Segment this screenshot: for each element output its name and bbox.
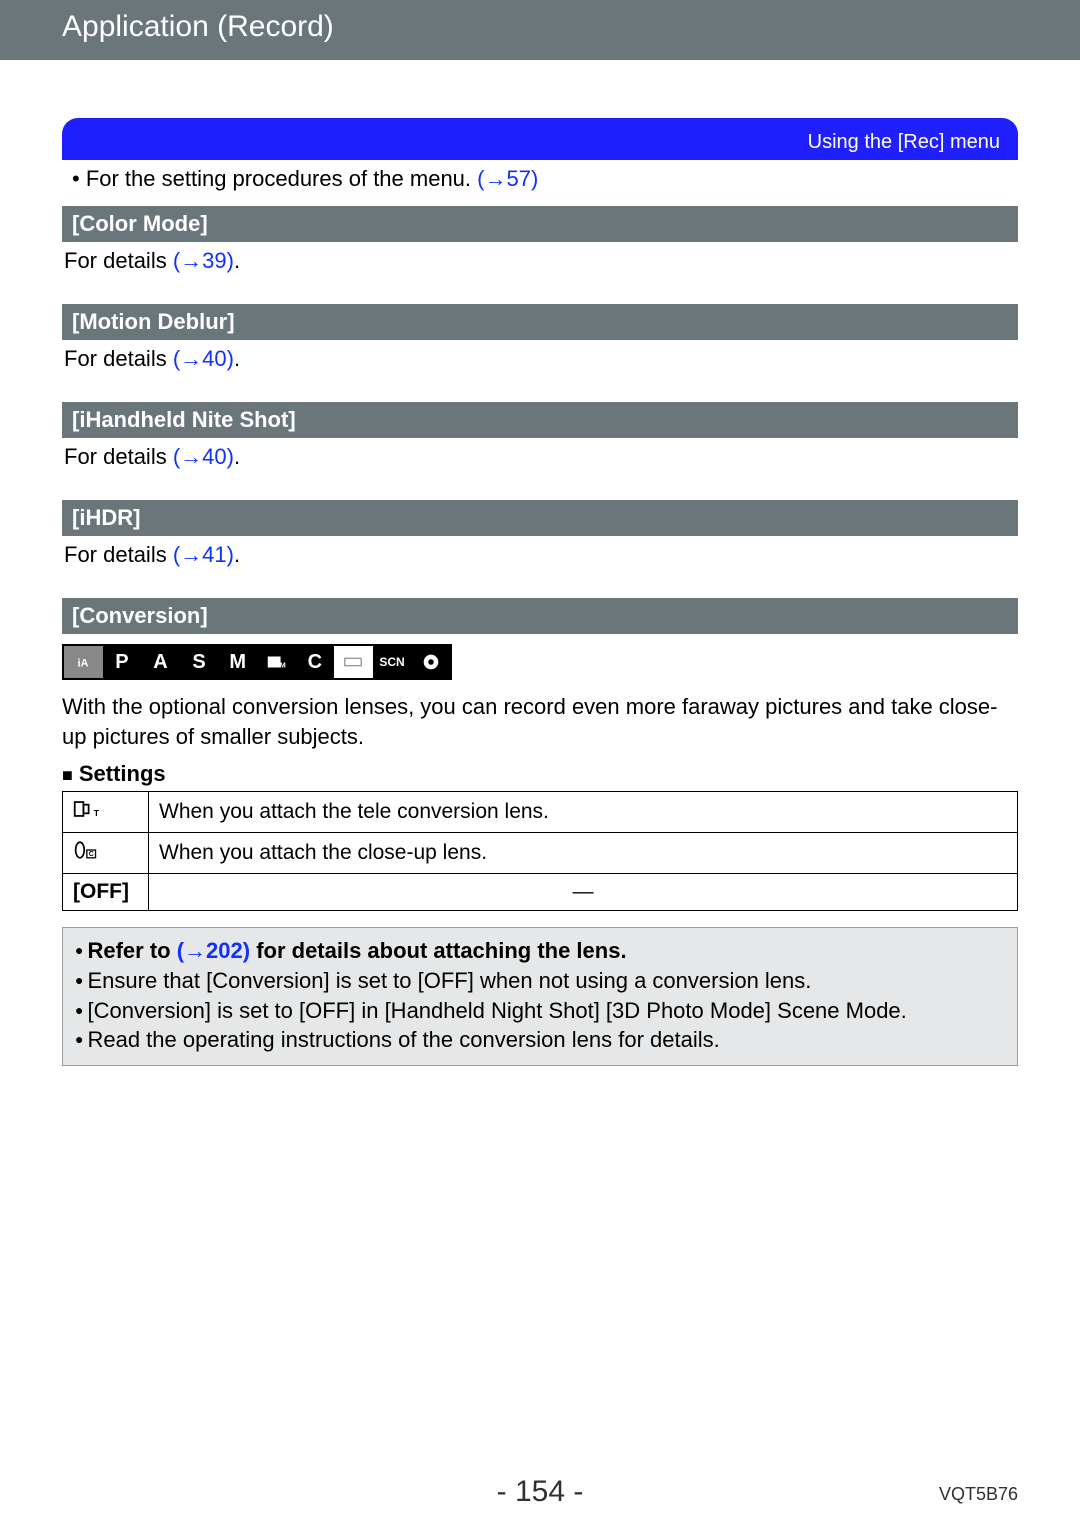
detail-text: For details xyxy=(64,542,173,567)
page-number: - 154 - xyxy=(0,1475,1080,1509)
bullet-icon: ● xyxy=(75,972,83,988)
note-text: [Conversion] is set to [OFF] in [Handhel… xyxy=(87,998,906,1023)
period: . xyxy=(234,444,240,469)
detail-link[interactable]: (→40) xyxy=(173,444,234,469)
svg-text:M: M xyxy=(280,661,286,670)
off-label: [OFF] xyxy=(63,874,149,911)
svg-text:T: T xyxy=(94,808,99,818)
period: . xyxy=(234,248,240,273)
tele-lens-icon: T xyxy=(63,792,149,833)
conversion-description: With the optional conversion lenses, you… xyxy=(62,692,1018,751)
mode-m: M xyxy=(218,646,257,678)
mode-dial-row: iA P A S M M C SCN xyxy=(62,644,452,680)
detail-text: For details xyxy=(64,346,173,371)
detail-text: For details xyxy=(64,248,173,273)
section-heading-ihandheld: [iHandheld Nite Shot] xyxy=(62,402,1018,438)
mode-a: A xyxy=(141,646,180,678)
note-text: for details about attaching the lens. xyxy=(250,938,627,963)
bullet-icon: ● xyxy=(75,1002,83,1018)
mode-movie-icon: M xyxy=(257,646,296,678)
svg-text:C: C xyxy=(89,851,94,858)
section-body-ihdr: For details (→41). xyxy=(62,536,1018,594)
mode-ia-icon: iA xyxy=(64,646,103,678)
section-heading-color-mode: [Color Mode] xyxy=(62,206,1018,242)
bullet-icon: ● xyxy=(75,1031,83,1047)
note-line: ●[Conversion] is set to [OFF] in [Handhe… xyxy=(75,996,1005,1026)
section-banner: Using the [Rec] menu xyxy=(62,118,1018,160)
section-body-motion-deblur: For details (→40). xyxy=(62,340,1018,398)
section-heading-ihdr: [iHDR] xyxy=(62,500,1018,536)
detail-link[interactable]: (→39) xyxy=(173,248,234,273)
section-heading-motion-deblur: [Motion Deblur] xyxy=(62,304,1018,340)
detail-text: For details xyxy=(64,444,173,469)
section-body-ihandheld: For details (→40). xyxy=(62,438,1018,496)
page-content: Using the [Rec] menu • For the setting p… xyxy=(0,60,1080,1066)
intro-text: • For the setting procedures of the menu… xyxy=(72,166,477,191)
mode-p: P xyxy=(103,646,142,678)
closeup-lens-icon: C xyxy=(63,833,149,874)
mode-panorama-icon xyxy=(334,646,373,678)
page-title: Application (Record) xyxy=(62,10,334,43)
table-row: T When you attach the tele conversion le… xyxy=(63,792,1018,833)
banner-label: Using the [Rec] menu xyxy=(808,131,1000,154)
intro-link[interactable]: (→57) xyxy=(477,166,538,191)
note-text: Ensure that [Conversion] is set to [OFF]… xyxy=(87,968,811,993)
note-link[interactable]: (→202) xyxy=(177,938,250,963)
mode-c: C xyxy=(296,646,335,678)
settings-label-text: Settings xyxy=(79,761,166,786)
note-line: ●Refer to (→202) for details about attac… xyxy=(75,936,1005,966)
svg-text:iA: iA xyxy=(78,658,89,670)
section-body-color-mode: For details (→39). xyxy=(62,242,1018,300)
detail-link[interactable]: (→41) xyxy=(173,542,234,567)
table-cell: When you attach the close-up lens. xyxy=(149,833,1018,874)
mode-art-icon xyxy=(411,646,450,678)
table-cell: When you attach the tele conversion lens… xyxy=(149,792,1018,833)
square-bullet-icon: ■ xyxy=(62,765,73,785)
note-line: ●Ensure that [Conversion] is set to [OFF… xyxy=(75,966,1005,996)
mode-scn: SCN xyxy=(373,646,412,678)
section-heading-conversion: [Conversion] xyxy=(62,598,1018,634)
settings-heading: ■ Settings xyxy=(62,761,1018,787)
settings-table: T When you attach the tele conversion le… xyxy=(62,791,1018,911)
detail-link[interactable]: (→40) xyxy=(173,346,234,371)
notes-box: ●Refer to (→202) for details about attac… xyxy=(62,927,1018,1066)
table-row: C When you attach the close-up lens. xyxy=(63,833,1018,874)
note-line: ●Read the operating instructions of the … xyxy=(75,1025,1005,1055)
intro-line: • For the setting procedures of the menu… xyxy=(62,166,1018,192)
period: . xyxy=(234,346,240,371)
mode-s: S xyxy=(180,646,219,678)
period: . xyxy=(234,542,240,567)
note-text: Refer to xyxy=(87,938,176,963)
page-header: Application (Record) xyxy=(0,0,1080,60)
bullet-icon: ● xyxy=(75,942,83,958)
note-text: Read the operating instructions of the c… xyxy=(87,1027,719,1052)
table-cell: — xyxy=(149,874,1018,911)
table-row: [OFF] — xyxy=(63,874,1018,911)
document-id: VQT5B76 xyxy=(939,1484,1018,1505)
